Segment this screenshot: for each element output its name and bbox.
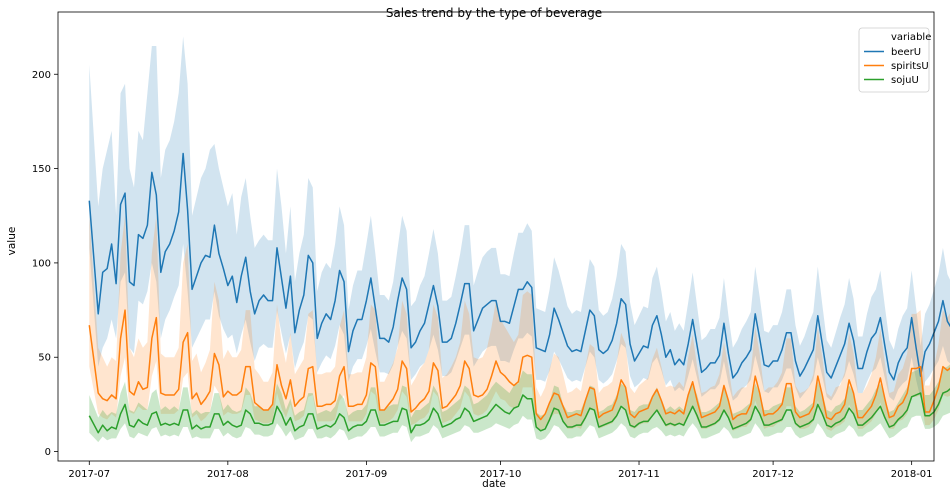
legend: variable beerU spiritsU sojuU xyxy=(858,27,931,93)
x-axis-label: date xyxy=(482,478,506,490)
chart-title: Sales trend by the type of beverage xyxy=(386,6,602,20)
line-beerU xyxy=(88,152,950,381)
line-sojuU xyxy=(88,388,950,434)
y-tick-label: 0 xyxy=(45,447,51,458)
legend-entry-sojuU: sojuU xyxy=(891,75,919,86)
legend-entry-spiritsU: spiritsU xyxy=(891,61,929,72)
band-beerU xyxy=(89,36,950,401)
y-axis-label: value xyxy=(6,227,18,256)
y-tick-label: 50 xyxy=(38,353,51,364)
x-tick-label: 2018-01 xyxy=(891,469,933,480)
line-spiritsU xyxy=(88,309,950,421)
axes: 2017-07 2017-08 2017-09 2017-10 2017-11 2017-… xyxy=(32,11,935,480)
x-tick-label: 2017-08 xyxy=(207,469,249,480)
legend-box xyxy=(858,27,930,93)
x-tick-label: 2017-07 xyxy=(68,469,110,480)
legend-entry-beerU: beerU xyxy=(891,47,921,58)
y-tick-label: 100 xyxy=(32,258,51,269)
legend-title: variable xyxy=(891,32,931,43)
x-tick-label: 2017-09 xyxy=(345,469,387,480)
series-lines xyxy=(88,152,950,434)
x-tick-label: 2017-10 xyxy=(480,469,522,480)
y-tick-label: 150 xyxy=(32,164,51,175)
plot-area xyxy=(58,12,934,461)
x-tick-label: 2017-12 xyxy=(752,469,794,480)
plot-frame xyxy=(57,11,935,462)
x-tick-label: 2017-11 xyxy=(618,469,660,480)
band-spiritsU xyxy=(89,215,950,431)
y-tick-label: 200 xyxy=(32,70,51,81)
